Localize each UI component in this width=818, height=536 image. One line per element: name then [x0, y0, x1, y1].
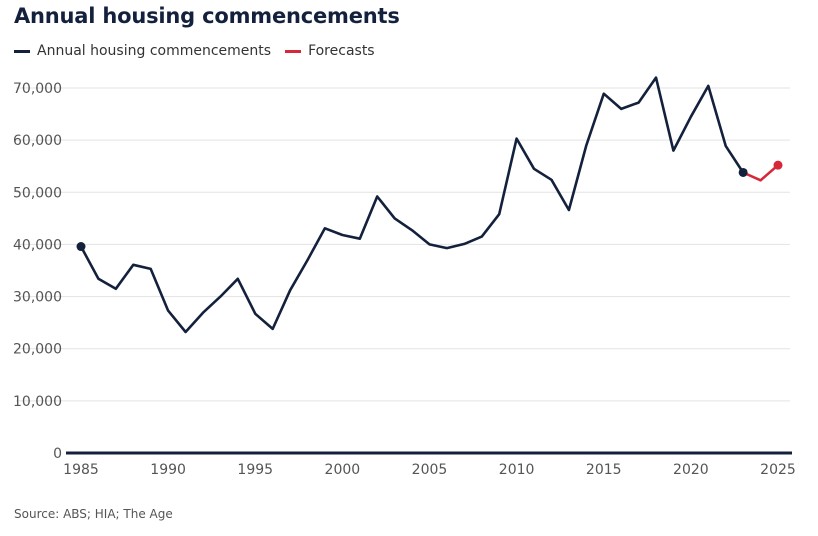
y-tick-label-50000: 50,000: [13, 185, 62, 201]
y-axis-tick-labels: 0 10,000 20,000 30,000 40,000 50,000 60,000 70,…: [13, 81, 62, 462]
y-tick-label-0: 0: [53, 446, 62, 462]
legend-item-forecasts: Forecasts: [285, 43, 375, 59]
x-axis-tick-labels: 1985 1990 1995 2000 2005 2010 2015 2020 2025: [63, 462, 796, 478]
marker-annual-housing-commencements-1985: [76, 242, 86, 252]
marker-annual-housing-commencements-2023: [738, 167, 748, 177]
y-tick-label-30000: 30,000: [13, 290, 62, 306]
marker-forecasts-2025: [773, 160, 783, 170]
x-tick-label-2020: 2020: [673, 462, 709, 478]
x-tick-label-2025: 2025: [760, 462, 796, 478]
x-tick-label-2010: 2010: [499, 462, 535, 478]
series-lines: [79, 76, 780, 334]
series-markers: [76, 160, 783, 252]
legend: Annual housing commencements Forecasts: [14, 43, 389, 59]
x-tick-label-2000: 2000: [325, 462, 361, 478]
x-tick-label-1990: 1990: [150, 462, 186, 478]
chart-title: Annual housing commencements: [14, 4, 400, 28]
legend-label-forecasts: Forecasts: [308, 43, 375, 59]
x-tick-label-1995: 1995: [237, 462, 273, 478]
x-tick-label-2005: 2005: [412, 462, 448, 478]
legend-swatch-forecasts: [285, 49, 302, 53]
legend-label-commencements: Annual housing commencements: [37, 43, 272, 59]
y-tick-label-70000: 70,000: [13, 81, 62, 97]
gridlines: [16, 87, 790, 402]
series-line-annual-housing-commencements: [79, 76, 745, 334]
series-line-forecasts: [741, 163, 780, 182]
y-tick-label-20000: 20,000: [13, 342, 62, 358]
y-tick-label-10000: 10,000: [13, 394, 62, 410]
y-tick-label-60000: 60,000: [13, 133, 62, 149]
legend-swatch-commencements: [14, 49, 30, 53]
legend-item-commencements: Annual housing commencements: [14, 43, 271, 59]
y-tick-label-40000: 40,000: [13, 237, 62, 253]
x-tick-label-1985: 1985: [63, 462, 99, 478]
x-tick-label-2015: 2015: [586, 462, 622, 478]
source-note: Source: ABS; HIA; The Age: [14, 507, 173, 521]
